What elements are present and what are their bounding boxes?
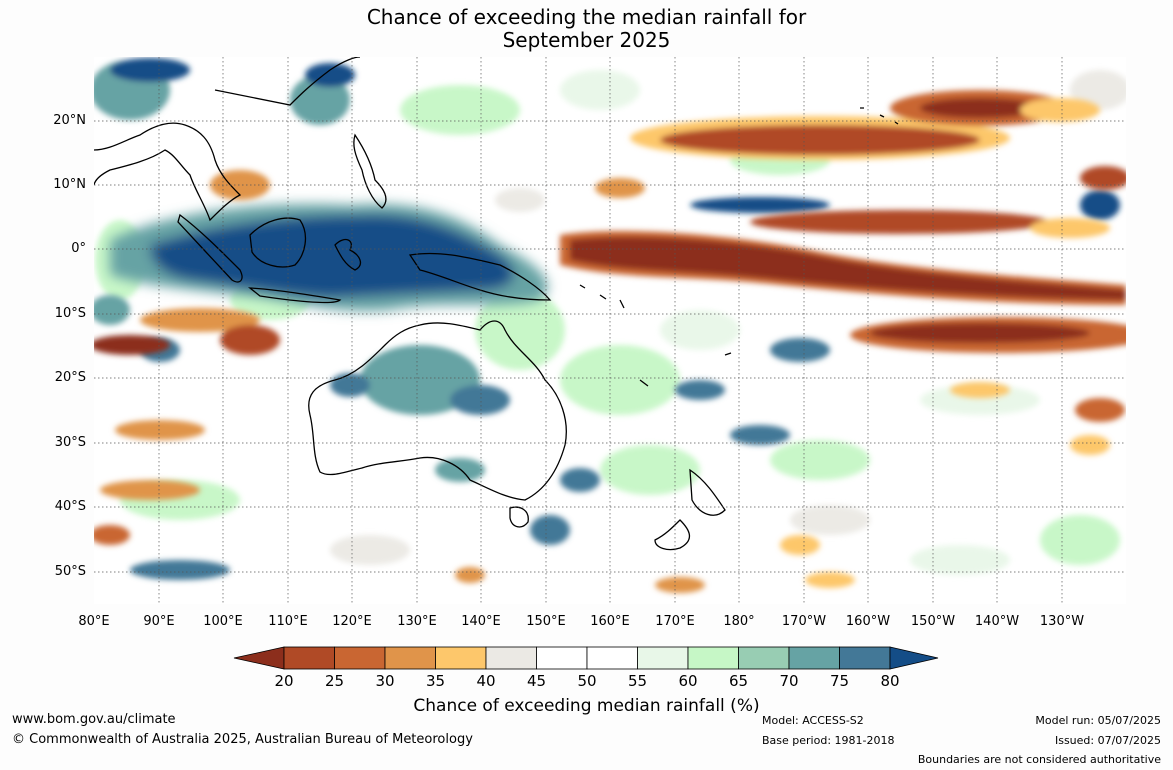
issued-text: Issued: 07/07/2025 <box>1054 734 1161 747</box>
lon-label-120e: 120°E <box>332 614 372 629</box>
lon-label-170w: 170°W <box>781 614 827 629</box>
lon-label-150w: 150°W <box>910 614 956 629</box>
borneo-coastline <box>249 217 307 268</box>
colorbar-tick-label: 40 <box>476 672 496 690</box>
lon-label-170e: 170°E <box>655 614 695 629</box>
asia-coastline <box>94 57 361 222</box>
colorbar-tick-label: 80 <box>880 672 900 690</box>
probability-patches-dry <box>94 90 1126 593</box>
probability-patches-wet <box>94 58 1120 580</box>
wet-region-maritime-continent <box>110 204 548 312</box>
lat-label-50s: 50°S <box>54 564 86 579</box>
lat-label-40s: 40°S <box>54 499 86 514</box>
colorbar-tick-label: 30 <box>375 672 395 690</box>
new-zealand-coastline <box>654 468 726 551</box>
lat-label-10n: 10°N <box>53 177 86 192</box>
map-title-line1: Chance of exceeding the median rainfall … <box>366 5 807 29</box>
lon-label-140e: 140°E <box>461 614 501 629</box>
model-text: Model: ACCESS-S2 <box>762 714 864 727</box>
lon-label-180: 180° <box>723 614 755 629</box>
website-link[interactable]: www.bom.gov.au/climate <box>12 712 176 727</box>
lon-label-150e: 150°E <box>526 614 566 629</box>
lon-label-130w: 130°W <box>1039 614 1085 629</box>
new-guinea-coastline <box>408 252 552 301</box>
lat-label-20n: 20°N <box>53 113 86 128</box>
copyright-text: © Commonwealth of Australia 2025, Austra… <box>12 732 473 747</box>
lat-label-10s: 10°S <box>54 306 86 321</box>
lat-label-20s: 20°S <box>54 370 86 385</box>
lon-label-130e: 130°E <box>397 614 437 629</box>
graticule <box>94 57 1126 604</box>
java-coastline <box>247 287 342 304</box>
lon-label-160e: 160°E <box>590 614 630 629</box>
map-title-line2: September 2025 <box>502 28 671 52</box>
sulawesi-coastline <box>334 238 362 271</box>
colorbar-tick-label: 75 <box>829 672 850 690</box>
model-run-text: Model run: 05/07/2025 <box>1035 714 1161 727</box>
colorbar-tick-label: 45 <box>526 672 547 690</box>
lon-label-100e: 100°E <box>203 614 243 629</box>
colorbar-tick-label: 20 <box>274 672 294 690</box>
australia-coastline <box>308 320 567 501</box>
colorbar-tick-label: 70 <box>779 672 799 690</box>
disclaimer-text: Boundaries are not considered authoritat… <box>917 753 1161 766</box>
lon-label-80e: 80°E <box>78 614 110 629</box>
colorbar-tick-label: 55 <box>627 672 648 690</box>
colorbar-tick-label: 65 <box>728 672 749 690</box>
colorbar-label: Chance of exceeding median rainfall (%) <box>413 696 760 716</box>
lat-label-0: 0° <box>71 241 86 256</box>
colorbar-tick-label: 25 <box>324 672 345 690</box>
colorbar-tick-label: 60 <box>678 672 698 690</box>
philippines-coastline <box>353 133 387 209</box>
lon-label-160w: 160°W <box>845 614 891 629</box>
pacific-islands <box>579 107 899 387</box>
tasmania-coastline <box>509 506 529 528</box>
lon-label-110e: 110°E <box>268 614 308 629</box>
lon-label-140w: 140°W <box>974 614 1020 629</box>
lat-label-30s: 30°S <box>54 435 86 450</box>
colorbar-tick-label: 50 <box>577 672 597 690</box>
sumatra-coastline <box>177 213 243 283</box>
lon-label-90e: 90°E <box>143 614 175 629</box>
colorbar-tick-label: 35 <box>425 672 446 690</box>
coastlines <box>94 57 899 551</box>
base-period-text: Base period: 1981-2018 <box>762 734 895 747</box>
